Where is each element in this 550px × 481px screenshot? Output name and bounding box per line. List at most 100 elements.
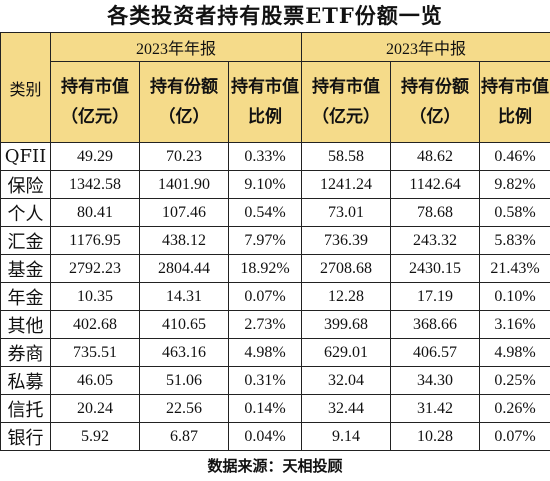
value-cell: 46.05 <box>51 367 140 395</box>
value-cell: 1241.24 <box>302 171 391 199</box>
value-cell: 1401.90 <box>140 171 229 199</box>
value-cell: 9.82% <box>480 171 550 199</box>
value-cell: 17.19 <box>391 283 480 311</box>
category-cell: 其他 <box>1 311 51 339</box>
value-cell: 0.58% <box>480 199 550 227</box>
value-cell: 6.87 <box>140 423 229 451</box>
value-cell: 0.46% <box>480 143 550 171</box>
value-cell: 80.41 <box>51 199 140 227</box>
value-cell: 4.98% <box>480 339 550 367</box>
category-cell: 个人 <box>1 199 51 227</box>
value-cell: 2804.44 <box>140 255 229 283</box>
value-cell: 463.16 <box>140 339 229 367</box>
value-cell: 73.01 <box>302 199 391 227</box>
column-header: 持有份额（亿） <box>391 62 480 143</box>
category-cell: 年金 <box>1 283 51 311</box>
value-cell: 5.92 <box>51 423 140 451</box>
value-cell: 629.01 <box>302 339 391 367</box>
group-header-annual: 2023年年报 <box>51 33 302 62</box>
value-cell: 34.30 <box>391 367 480 395</box>
value-cell: 9.10% <box>229 171 302 199</box>
column-header: 持有市值比例 <box>229 62 302 143</box>
table-title: 各类投资者持有股票ETF份额一览 <box>0 0 550 32</box>
value-cell: 243.32 <box>391 227 480 255</box>
value-cell: 0.25% <box>480 367 550 395</box>
value-cell: 5.83% <box>480 227 550 255</box>
column-header: 持有份额（亿） <box>140 62 229 143</box>
value-cell: 0.07% <box>229 283 302 311</box>
value-cell: 49.29 <box>51 143 140 171</box>
value-cell: 736.39 <box>302 227 391 255</box>
category-cell: 基金 <box>1 255 51 283</box>
value-cell: 58.58 <box>302 143 391 171</box>
value-cell: 735.51 <box>51 339 140 367</box>
value-cell: 32.44 <box>302 395 391 423</box>
value-cell: 0.14% <box>229 395 302 423</box>
value-cell: 1142.64 <box>391 171 480 199</box>
value-cell: 14.31 <box>140 283 229 311</box>
value-cell: 9.14 <box>302 423 391 451</box>
value-cell: 18.92% <box>229 255 302 283</box>
value-cell: 406.57 <box>391 339 480 367</box>
value-cell: 22.56 <box>140 395 229 423</box>
value-cell: 0.26% <box>480 395 550 423</box>
category-cell: QFII <box>1 143 51 171</box>
value-cell: 20.24 <box>51 395 140 423</box>
value-cell: 2708.68 <box>302 255 391 283</box>
value-cell: 438.12 <box>140 227 229 255</box>
value-cell: 107.46 <box>140 199 229 227</box>
value-cell: 0.10% <box>480 283 550 311</box>
value-cell: 31.42 <box>391 395 480 423</box>
value-cell: 3.16% <box>480 311 550 339</box>
value-cell: 1342.58 <box>51 171 140 199</box>
value-cell: 410.65 <box>140 311 229 339</box>
value-cell: 0.04% <box>229 423 302 451</box>
value-cell: 4.98% <box>229 339 302 367</box>
value-cell: 2430.15 <box>391 255 480 283</box>
value-cell: 402.68 <box>51 311 140 339</box>
value-cell: 78.68 <box>391 199 480 227</box>
column-header: 持有市值比例 <box>480 62 550 143</box>
value-cell: 10.28 <box>391 423 480 451</box>
value-cell: 70.23 <box>140 143 229 171</box>
value-cell: 0.33% <box>229 143 302 171</box>
value-cell: 399.68 <box>302 311 391 339</box>
category-cell: 汇金 <box>1 227 51 255</box>
value-cell: 51.06 <box>140 367 229 395</box>
category-cell: 银行 <box>1 423 51 451</box>
value-cell: 12.28 <box>302 283 391 311</box>
category-header: 类别 <box>1 33 51 143</box>
category-cell: 券商 <box>1 339 51 367</box>
value-cell: 368.66 <box>391 311 480 339</box>
group-header-interim: 2023年中报 <box>302 33 550 62</box>
category-cell: 信托 <box>1 395 51 423</box>
value-cell: 0.07% <box>480 423 550 451</box>
value-cell: 10.35 <box>51 283 140 311</box>
category-cell: 保险 <box>1 171 51 199</box>
column-header: 持有市值（亿元） <box>302 62 391 143</box>
value-cell: 48.62 <box>391 143 480 171</box>
source-note: 数据来源：天相投顾 <box>0 451 550 481</box>
category-cell: 私募 <box>1 367 51 395</box>
column-header: 持有市值（亿元） <box>51 62 140 143</box>
value-cell: 0.31% <box>229 367 302 395</box>
value-cell: 2792.23 <box>51 255 140 283</box>
etf-holdings-table: 类别 2023年年报 2023年中报 持有市值（亿元） 持有份额（亿） 持有市值… <box>0 32 550 451</box>
value-cell: 32.04 <box>302 367 391 395</box>
value-cell: 2.73% <box>229 311 302 339</box>
value-cell: 1176.95 <box>51 227 140 255</box>
value-cell: 0.54% <box>229 199 302 227</box>
